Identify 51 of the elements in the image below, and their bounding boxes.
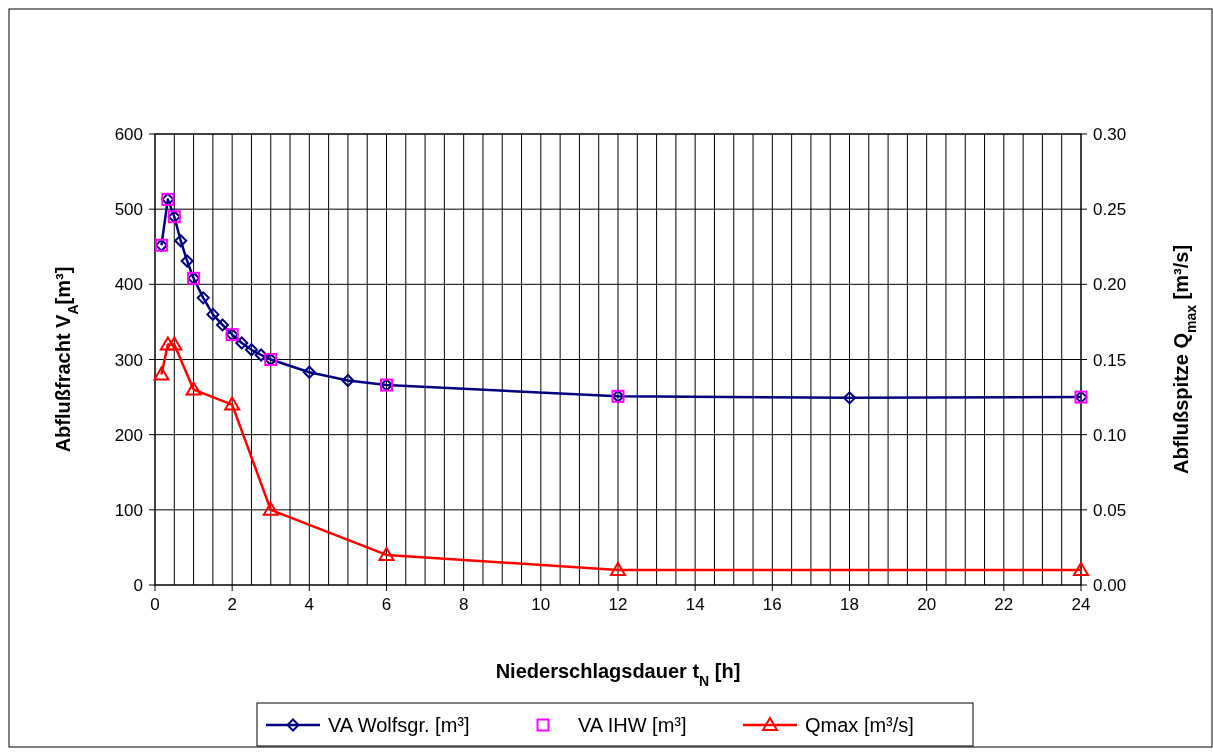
y2-tick-label: 0.25 — [1093, 200, 1127, 220]
point — [180, 254, 194, 268]
x-tick-label: 20 — [917, 595, 937, 614]
point — [224, 396, 241, 411]
point — [174, 234, 188, 248]
legend-label: VA Wolfsgr. [m³] — [328, 714, 470, 736]
y2-tick-label: 0.20 — [1093, 275, 1127, 295]
point — [216, 318, 230, 332]
x-tick-label: 18 — [840, 595, 859, 614]
point — [1073, 561, 1089, 576]
point — [244, 343, 258, 357]
x-tick-label: 8 — [458, 595, 469, 614]
x-tick-label: 22 — [994, 595, 1014, 614]
point — [159, 336, 176, 351]
x-tick-label: 12 — [608, 595, 628, 614]
y-tick-label: 0 — [133, 576, 143, 595]
x-tick-label: 14 — [685, 595, 705, 614]
point — [610, 561, 626, 576]
y-tick-label: 200 — [114, 425, 143, 445]
x-axis-title: Niederschlagsdauer t$_{N}$ [h] — [495, 660, 741, 689]
y2-tick-label: 0.30 — [1093, 125, 1127, 144]
y2-tick-label: 0.05 — [1093, 500, 1127, 520]
y-tick-label: 400 — [114, 275, 143, 295]
x-tick-label: 10 — [531, 595, 551, 614]
y-tick-label: 600 — [114, 125, 143, 144]
point — [843, 391, 856, 405]
point — [262, 501, 279, 516]
point — [196, 291, 210, 305]
legend-label: VA IHW [m³] — [578, 714, 687, 736]
x-tick-label: 16 — [762, 595, 782, 614]
y-tick-label: 500 — [114, 200, 143, 220]
y2-tick-label: 0.15 — [1093, 350, 1127, 370]
point — [206, 307, 220, 321]
x-tick-label: 24 — [1071, 595, 1091, 614]
x-tick-label: 0 — [150, 595, 160, 614]
y-tick-label: 300 — [114, 350, 143, 370]
point — [235, 336, 249, 350]
y2-tick-label: 0.00 — [1093, 576, 1127, 595]
point — [166, 336, 183, 351]
point — [341, 374, 355, 388]
point — [378, 546, 395, 561]
x-tick-label: 2 — [227, 595, 237, 614]
point — [185, 381, 202, 396]
x-tick-label: 4 — [304, 595, 315, 614]
y-tick-label: 100 — [114, 500, 143, 520]
y2-tick-label: 0.10 — [1093, 425, 1127, 445]
x-tick-label: 6 — [381, 595, 392, 614]
point — [254, 348, 268, 362]
point — [153, 366, 170, 381]
point — [302, 365, 316, 379]
legend-label: Qmax [m³/s] — [805, 714, 914, 736]
